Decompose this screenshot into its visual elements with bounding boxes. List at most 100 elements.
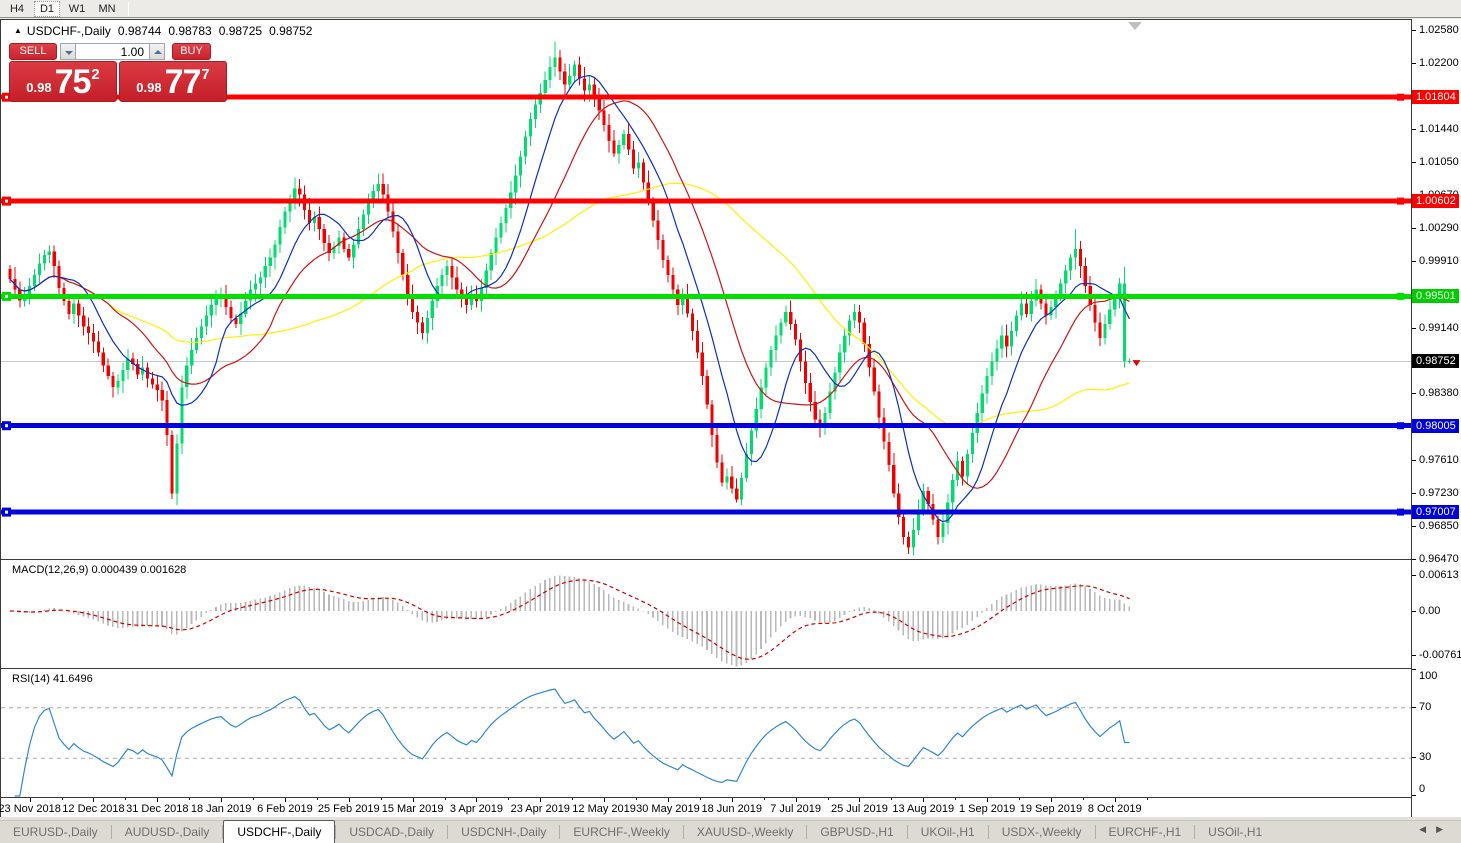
volume-input[interactable]: 1.00 <box>76 43 149 60</box>
date-tick-minor <box>508 798 510 800</box>
price-tick-label: 1.01050 <box>1419 156 1459 168</box>
price-tick <box>1412 261 1416 262</box>
macd-axis-label: 0.00 <box>1419 605 1441 617</box>
chart-tab-usdx-weekly[interactable]: USDX-,Weekly <box>1001 825 1082 839</box>
price-tick-label: 0.96850 <box>1419 520 1459 532</box>
chart-tab-eurchf-h1[interactable]: EURCHF-,H1 <box>1108 825 1182 839</box>
price-tick <box>1412 129 1416 130</box>
sell-price-main: 75 <box>54 63 92 101</box>
macd-axis-tick <box>1412 611 1416 612</box>
date-tick-minor <box>636 798 638 800</box>
price-tick <box>1412 328 1416 329</box>
chart-tab-eurchf-weekly[interactable]: EURCHF-,Weekly <box>573 825 670 839</box>
macd-indicator-chart[interactable] <box>1 559 1411 668</box>
buy-price-tile[interactable]: 0.98 77 7 <box>119 61 227 102</box>
date-label: 25 Feb 2019 <box>317 803 380 815</box>
price-tick <box>1412 460 1416 461</box>
price-tick-label: 0.96470 <box>1419 553 1459 565</box>
chart-tab-ukoil-h1[interactable]: UKOil-,H1 <box>920 825 975 839</box>
date-label: 6 Feb 2019 <box>257 803 313 815</box>
date-label: 1 Sep 2019 <box>958 803 1016 815</box>
rsi-axis-tick <box>1412 669 1416 670</box>
tab-separator <box>806 825 808 839</box>
chart-tab-gbpusd-h1[interactable]: GBPUSD-,H1 <box>820 825 894 839</box>
timeframe-button-h4[interactable]: H4 <box>4 1 30 17</box>
timeframe-button-d1[interactable]: D1 <box>34 0 60 17</box>
date-tick <box>795 798 797 802</box>
rsi-indicator-chart[interactable] <box>1 669 1411 797</box>
date-label: 18 Jan 2019 <box>190 803 252 815</box>
tab-scroll-right-icon[interactable]: ▶ <box>1436 824 1453 834</box>
tab-separator <box>906 825 908 839</box>
date-label: 30 May 2019 <box>636 803 700 815</box>
date-tick <box>1114 798 1116 802</box>
date-tick <box>1050 798 1052 802</box>
date-tick-minor <box>891 798 893 800</box>
date-tick-minor <box>61 798 63 800</box>
buy-price-prefix: 0.98 <box>136 80 162 95</box>
price-tick-label: 1.02200 <box>1419 57 1459 69</box>
panel-divider[interactable] <box>1 668 1411 669</box>
volume-decrease-button[interactable] <box>60 43 76 60</box>
date-tick <box>604 798 606 802</box>
date-tick <box>731 798 733 802</box>
date-tick-minor <box>380 798 382 800</box>
rsi-axis-tick <box>1412 795 1416 796</box>
rsi-axis-label: 0 <box>1419 783 1426 795</box>
collapse-triangle-icon[interactable]: ▲ <box>14 26 22 35</box>
price-level-badge: 0.99501 <box>1412 289 1459 303</box>
date-tick-minor <box>955 798 957 800</box>
date-label: 8 Oct 2019 <box>1087 803 1142 815</box>
timeframe-button-w1[interactable]: W1 <box>64 1 90 17</box>
chart-tab-eurusd-daily[interactable]: EURUSD-,Daily <box>13 825 98 839</box>
ohlc-low: 0.98725 <box>218 24 263 38</box>
price-level-badge: 1.01804 <box>1412 90 1459 104</box>
date-tick <box>987 798 989 802</box>
price-axis[interactable]: 1.025801.022001.014401.010501.006701.002… <box>1412 19 1461 817</box>
volume-increase-button[interactable] <box>149 43 165 60</box>
tab-separator <box>335 825 337 839</box>
price-tick <box>1412 559 1416 560</box>
tab-separator <box>447 825 449 839</box>
chart-tab-usdcad-daily[interactable]: USDCAD-,Daily <box>349 825 435 839</box>
chart-tab-audusd-daily[interactable]: AUDUSD-,Daily <box>124 825 210 839</box>
ohlc-high: 0.98783 <box>168 24 212 38</box>
toolbar-separator <box>128 1 129 16</box>
price-tick-label: 0.99140 <box>1419 322 1459 334</box>
date-label: 23 Nov 2018 <box>0 803 61 815</box>
chart-tab-usdcnh-daily[interactable]: USDCNH-,Daily <box>461 825 547 839</box>
sell-button[interactable]: SELL <box>9 43 57 60</box>
tab-scroll-left-icon[interactable]: ◀ <box>1419 824 1437 834</box>
tab-scroll-arrows: ◀▶ <box>1419 824 1453 835</box>
panel-divider[interactable] <box>1 559 1411 560</box>
chart-tab-bar: EURUSD-,Daily AUDUSD-,Daily USDCHF-,Daily U… <box>0 819 1461 843</box>
candlestick-chart[interactable] <box>1 20 1411 558</box>
macd-axis-label: -0.00761 <box>1419 649 1461 661</box>
date-tick-minor <box>189 798 191 800</box>
rsi-axis-tick <box>1412 757 1416 758</box>
date-tick <box>859 798 861 802</box>
timeframe-button-mn[interactable]: MN <box>94 1 120 17</box>
date-label: 12 May 2019 <box>572 803 636 815</box>
macd-axis-label: 0.00613 <box>1419 569 1459 581</box>
buy-price-main: 77 <box>164 63 202 101</box>
date-tick <box>284 798 286 802</box>
ohlc-close: 0.98752 <box>269 24 313 38</box>
chart-shift-triangle-icon[interactable] <box>1128 22 1142 30</box>
tab-separator <box>682 825 684 839</box>
chart-tab-xauusd-weekly[interactable]: XAUUSD-,Weekly <box>696 825 794 839</box>
price-tick-label: 1.00290 <box>1419 222 1459 234</box>
price-tick-label: 0.97230 <box>1419 487 1459 499</box>
buy-button[interactable]: BUY <box>172 43 211 60</box>
chart-tab-usdchf-daily[interactable]: USDCHF-,Daily <box>223 819 336 843</box>
date-label: 19 Sep 2019 <box>1019 803 1083 815</box>
price-level-badge: 1.00602 <box>1412 194 1459 208</box>
sell-price-tile[interactable]: 0.98 75 2 <box>9 61 117 102</box>
tab-separator <box>1194 825 1196 839</box>
chart-tab-usoil-h1[interactable]: USOil-,H1 <box>1208 825 1263 839</box>
ohlc-open: 0.98744 <box>117 24 162 38</box>
tab-separator <box>559 825 561 839</box>
chart-window: 23 Nov 2018 12 Dec 2018 31 Dec 2018 18 Jan … <box>0 19 1412 817</box>
triangle-down-icon <box>65 51 73 55</box>
